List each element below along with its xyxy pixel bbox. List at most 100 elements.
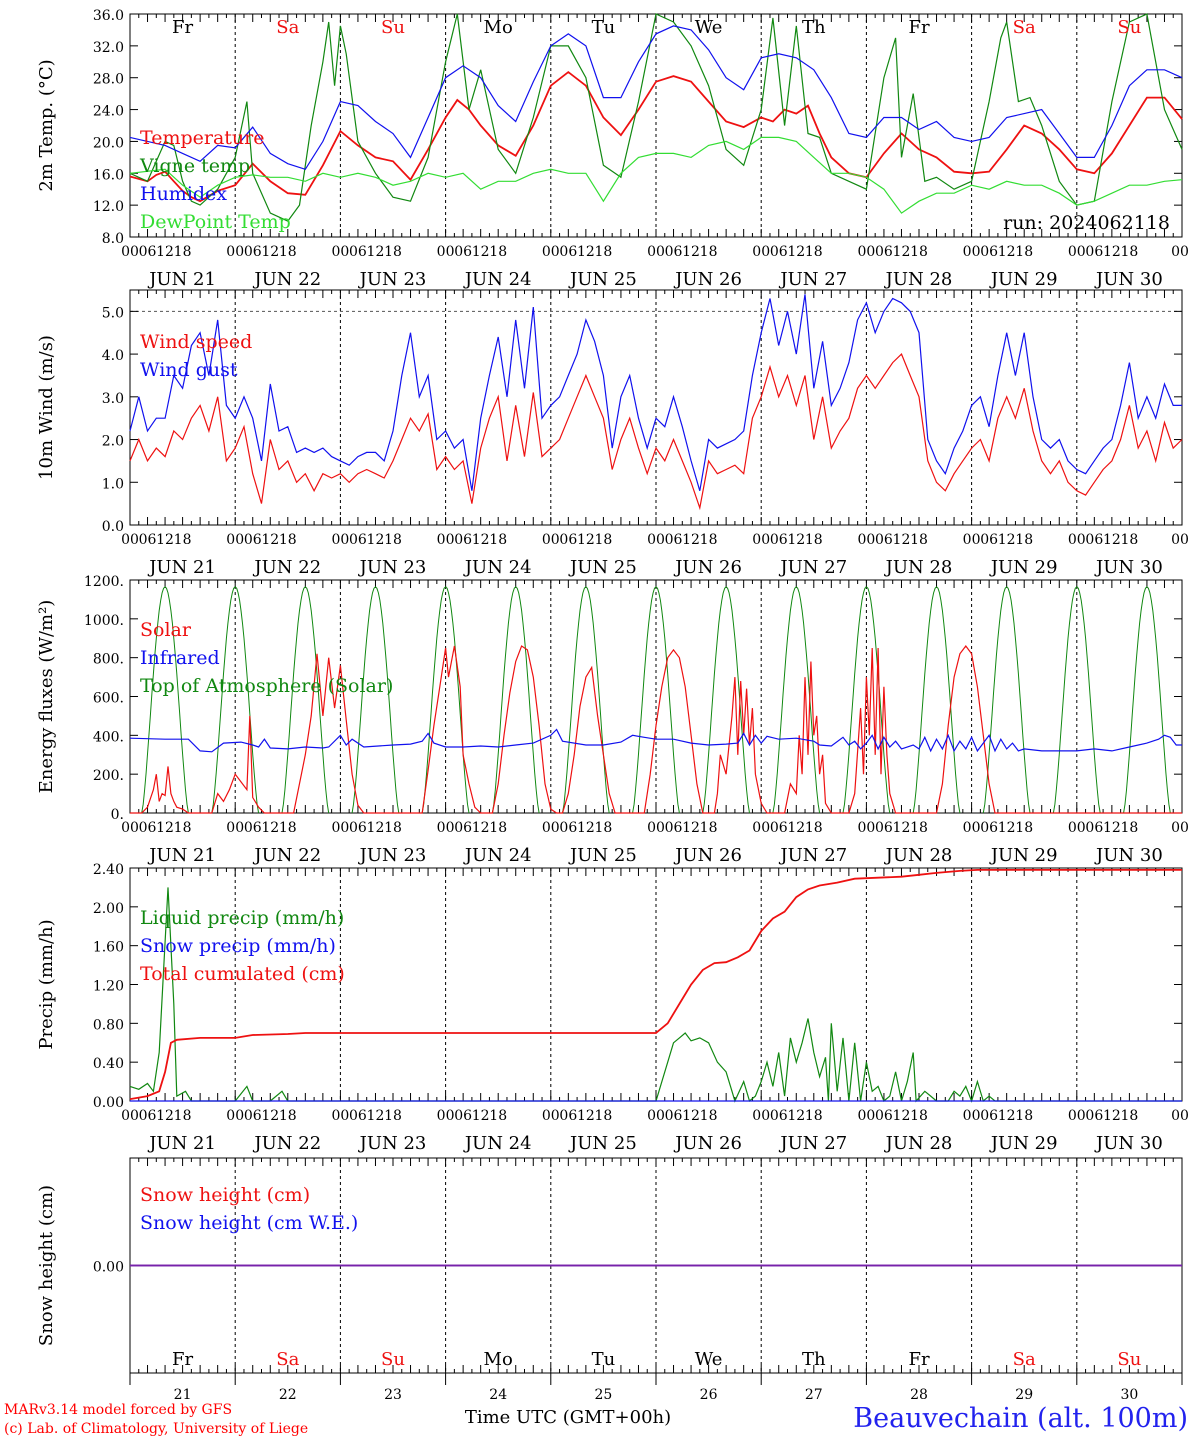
hour-tick-label: 12 <box>472 532 490 548</box>
hour-tick-label: 12 <box>682 820 700 836</box>
series-top-of-atmosphere <box>141 586 189 814</box>
hour-tick-label: 06 <box>139 820 157 836</box>
hour-tick-label: 18 <box>594 1108 612 1124</box>
hour-tick-label: 00 <box>121 820 139 836</box>
date-label: JUN 25 <box>568 269 637 290</box>
hour-tick-label: 00 <box>857 532 875 548</box>
hour-tick-label: 00 <box>121 532 139 548</box>
footer-credit-line1: MARv3.14 model forced by GFS <box>4 1402 232 1418</box>
date-label: JUN 29 <box>989 557 1058 578</box>
y-tick-label: 20.0 <box>93 135 124 151</box>
hour-tick-label: 06 <box>454 532 472 548</box>
hour-tick-label: 06 <box>875 244 893 260</box>
hour-tick-label: 06 <box>349 244 367 260</box>
hour-tick-label: 06 <box>980 244 998 260</box>
date-label: JUN 21 <box>147 557 216 578</box>
date-label: JUN 27 <box>778 1133 847 1154</box>
hour-tick-label: 00 <box>963 244 981 260</box>
panel-precip: 0.00 0.40 0.80 1.20 1.60 2.00 2.40 Precip (mm/h… <box>36 862 1189 1154</box>
hour-tick-label: 00 <box>752 820 770 836</box>
hour-tick-label: 06 <box>1085 532 1103 548</box>
hour-tick-label: 00 <box>647 244 665 260</box>
hour-tick-label: 06 <box>559 1108 577 1124</box>
hour-tick-label: 18 <box>174 244 192 260</box>
hour-tick-label: 00 <box>437 820 455 836</box>
hour-tick-label: 06 <box>559 820 577 836</box>
y-tick-label: 28.0 <box>93 72 124 88</box>
legend-wind-speed: Wind speed <box>140 331 252 353</box>
hour-tick-label: 18 <box>594 244 612 260</box>
series-line-solar <box>130 644 1182 814</box>
legend-dewpoint-temp: DewPoint Temp <box>140 211 291 233</box>
day-number-label: 28 <box>910 1387 928 1403</box>
hour-tick-label: 18 <box>279 820 297 836</box>
hour-tick-label: 06 <box>349 1108 367 1124</box>
hour-tick-label: 06 <box>980 820 998 836</box>
date-label: JUN 24 <box>463 1133 532 1154</box>
hour-tick-label: 12 <box>998 244 1016 260</box>
hour-tick-label: 18 <box>805 244 823 260</box>
series-top-of-atmosphere <box>281 586 330 814</box>
hour-tick-label: 18 <box>384 820 402 836</box>
hour-tick-label: 18 <box>594 820 612 836</box>
date-label: JUN 22 <box>252 557 321 578</box>
date-label: JUN 22 <box>252 269 321 290</box>
date-label: JUN 27 <box>778 845 847 866</box>
series-top-of-atmosphere <box>491 586 540 814</box>
y-tick-label: 400. <box>93 729 124 745</box>
hour-tick-label: 00 <box>1171 244 1189 260</box>
hour-tick-label: 18 <box>700 1108 718 1124</box>
series-line-wind-speed <box>129 353 1183 511</box>
hour-tick-label: 18 <box>489 244 507 260</box>
hour-tick-label: 18 <box>279 532 297 548</box>
hour-tick-label: 18 <box>279 1108 297 1124</box>
hour-tick-label: 12 <box>577 532 595 548</box>
hour-tick-label: 12 <box>1103 1108 1121 1124</box>
hour-tick-label: 00 <box>437 244 455 260</box>
hour-tick-label: 18 <box>174 1108 192 1124</box>
hour-tick-label: 12 <box>998 532 1016 548</box>
hour-tick-label: 12 <box>261 244 279 260</box>
day-name-label: Fr <box>172 1349 193 1370</box>
hour-tick-label: 18 <box>384 244 402 260</box>
hour-tick-label: 18 <box>1120 244 1138 260</box>
hour-tick-label: 18 <box>1120 1108 1138 1124</box>
hour-tick-label: 06 <box>454 244 472 260</box>
legend-solar: Solar <box>140 619 192 641</box>
hour-tick-label: 18 <box>279 244 297 260</box>
date-label: JUN 29 <box>989 269 1058 290</box>
y-tick-label: 2.00 <box>93 901 124 917</box>
panels: 8.0 12.0 16.0 20.0 24.0 28.0 32.0 36.0 2m Temp. … <box>36 8 1189 1403</box>
hour-tick-label: 06 <box>665 1108 683 1124</box>
hour-tick-label: 06 <box>770 244 788 260</box>
series-line-vigne-temp <box>129 13 1183 222</box>
date-label: JUN 28 <box>884 845 953 866</box>
y-axis-title: 10m Wind (m/s) <box>36 335 57 480</box>
hour-tick-label: 18 <box>384 532 402 548</box>
date-label: JUN 29 <box>989 845 1058 866</box>
hour-tick-label: 06 <box>980 1108 998 1124</box>
y-tick-label: 2.0 <box>102 434 124 450</box>
hour-tick-label: 00 <box>857 244 875 260</box>
y-axis-title: Energy fluxes (W/m²) <box>36 600 57 794</box>
hour-tick-label: 06 <box>665 820 683 836</box>
date-label: JUN 25 <box>568 845 637 866</box>
hour-tick-label: 12 <box>1103 820 1121 836</box>
hour-tick-label: 12 <box>367 1108 385 1124</box>
day-number-label: 25 <box>594 1387 612 1403</box>
hour-tick-label: 00 <box>437 1108 455 1124</box>
hour-tick-label: 12 <box>893 532 911 548</box>
hour-tick-label: 18 <box>489 532 507 548</box>
hour-tick-label: 00 <box>1068 244 1086 260</box>
series-top-of-atmosphere <box>702 586 750 814</box>
hour-tick-label: 12 <box>787 820 805 836</box>
y-tick-label: 5.0 <box>102 305 124 321</box>
legend-snow-height-cm-w-e-: Snow height (cm W.E.) <box>140 1212 358 1234</box>
day-name-label: Th <box>802 1349 826 1370</box>
hour-tick-label: 12 <box>998 820 1016 836</box>
hour-tick-label: 12 <box>472 1108 490 1124</box>
hour-tick-label: 06 <box>665 532 683 548</box>
hour-tick-label: 18 <box>805 820 823 836</box>
hour-tick-label: 00 <box>857 820 875 836</box>
hour-tick-label: 12 <box>261 1108 279 1124</box>
